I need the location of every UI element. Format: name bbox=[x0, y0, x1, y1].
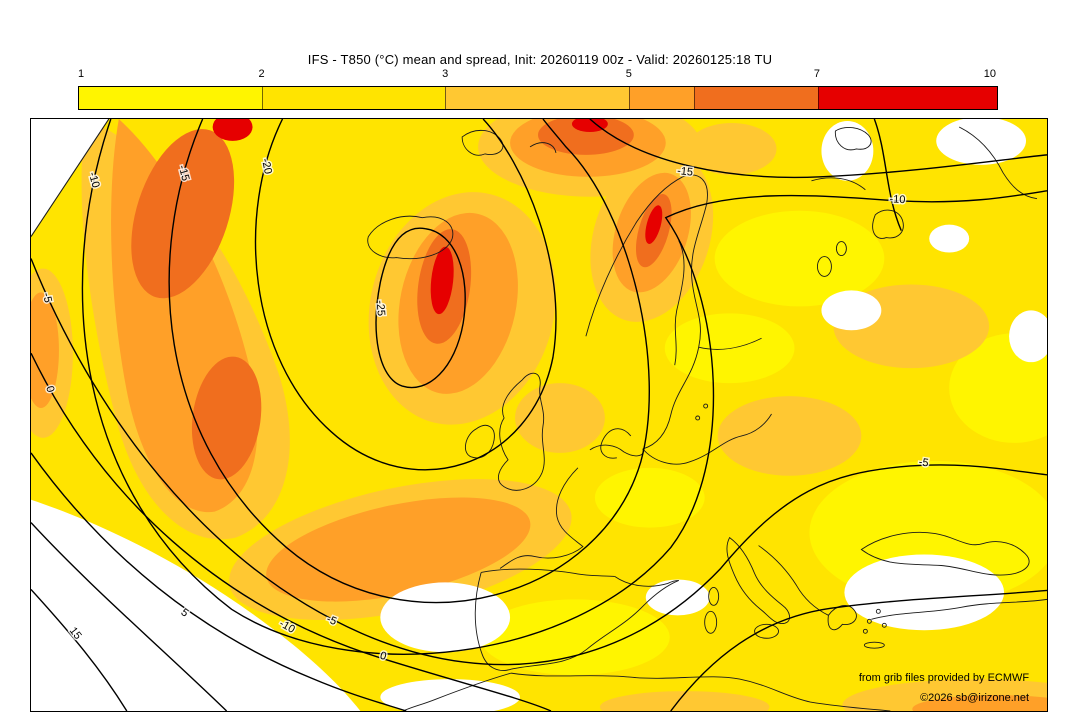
iceland-coast bbox=[367, 215, 454, 260]
colorbar-tick-label: 2 bbox=[258, 68, 265, 80]
contour-line-minus15 bbox=[168, 119, 650, 604]
map-canvas: -10 -15 -20 -25 -15 -10 -5 -10 -5 0 5 15… bbox=[31, 119, 1047, 711]
contour-line-minus25 bbox=[375, 227, 466, 389]
contour-label: -10 bbox=[86, 171, 102, 189]
colorbar-tick-label: 5 bbox=[625, 68, 632, 80]
contour-line-15 bbox=[31, 588, 128, 711]
colorbar-tick-label: 7 bbox=[813, 68, 821, 80]
contour-line-minus5 bbox=[31, 258, 1047, 666]
black-sea-coast bbox=[860, 531, 1030, 576]
britain-coast bbox=[497, 372, 545, 491]
contour-label: -10 bbox=[889, 193, 905, 206]
credit-copyright-text: ©2026 sb@irizone.net bbox=[920, 692, 1029, 704]
contour-line-minus10 bbox=[81, 119, 1047, 655]
contour-line-minus20 bbox=[254, 119, 557, 471]
contour-layer bbox=[31, 119, 1047, 711]
contour-label: -5 bbox=[918, 456, 929, 469]
contour-label: -15 bbox=[176, 164, 192, 182]
colorbar-tick-label: 3 bbox=[442, 68, 449, 80]
spread-fill-layer bbox=[31, 119, 1047, 711]
italy-coast bbox=[726, 536, 790, 624]
coastline-layer bbox=[31, 119, 1047, 711]
contour-label: -15 bbox=[677, 165, 694, 179]
africa-coast bbox=[510, 672, 891, 711]
map-panel: -10 -15 -20 -25 -15 -10 -5 -10 -5 0 5 15… bbox=[30, 118, 1048, 712]
france-coast bbox=[499, 467, 584, 569]
iberia-coast bbox=[474, 572, 512, 671]
norway-coast bbox=[585, 176, 683, 337]
colorbar-segment bbox=[628, 87, 694, 109]
contour-line-10 bbox=[31, 522, 228, 711]
colorbar-segment bbox=[817, 87, 998, 109]
colorbar-segment bbox=[261, 87, 446, 109]
greece-coast bbox=[827, 605, 857, 631]
contour-label: -25 bbox=[374, 300, 387, 317]
credits: from grib files provided by ECMWF ©2026 … bbox=[859, 672, 1029, 704]
colorbar-segment bbox=[445, 87, 629, 109]
colorbar bbox=[78, 86, 998, 110]
contour-line-0-east bbox=[670, 589, 1047, 711]
contour-line-minus15-east bbox=[589, 119, 1047, 179]
colorbar-tick-row: 1 2 3 5 7 10 bbox=[78, 68, 996, 82]
colorbar-segment bbox=[79, 87, 262, 109]
credit-source-text: from grib files provided by ECMWF bbox=[859, 672, 1029, 684]
colorbar-tick-label: 1 bbox=[78, 68, 85, 80]
chart-title: IFS - T850 (°C) mean and spread, Init: 2… bbox=[307, 52, 773, 67]
contour-label: -20 bbox=[259, 157, 274, 175]
contour-line-5 bbox=[31, 452, 407, 711]
contour-line-0 bbox=[31, 352, 552, 711]
colorbar-segment bbox=[693, 87, 818, 109]
contour-label: -5 bbox=[40, 292, 54, 304]
colorbar-tick-label: 10 bbox=[983, 68, 996, 80]
contour-line-extra bbox=[873, 119, 902, 231]
